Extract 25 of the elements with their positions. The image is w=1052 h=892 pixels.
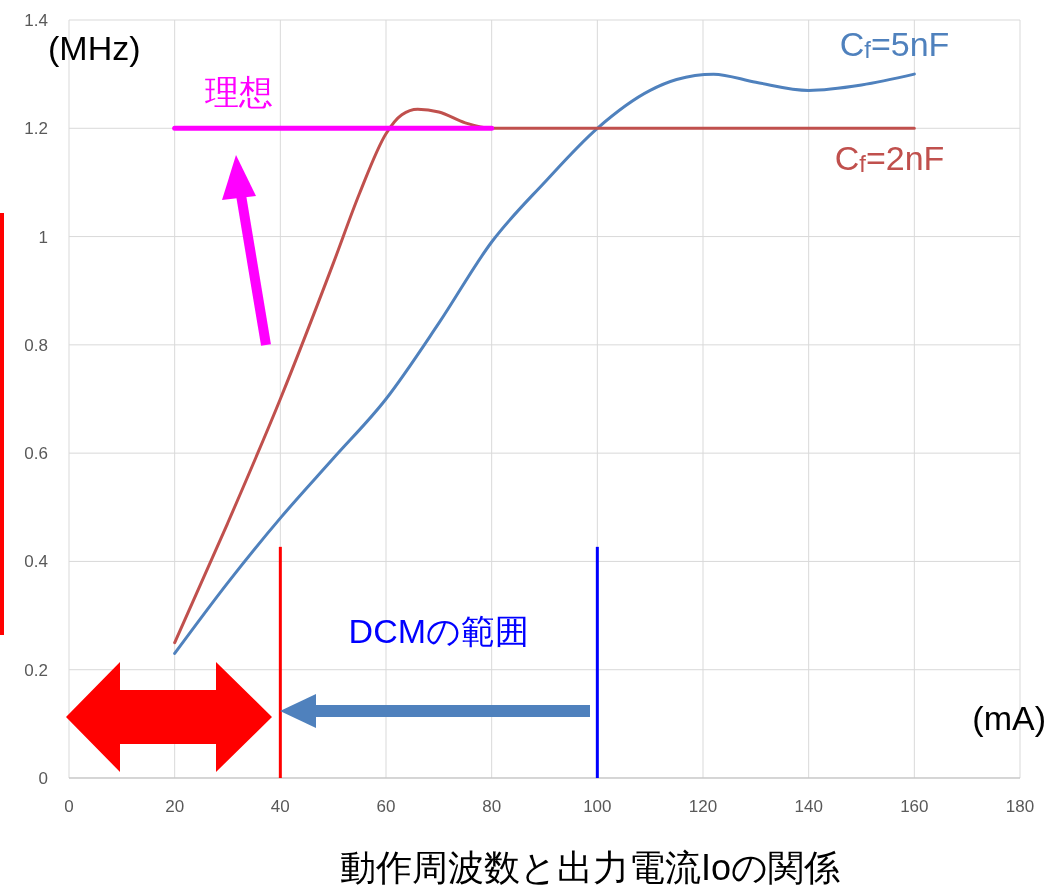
x-tick-label: 100 <box>583 797 612 816</box>
x-tick-label: 40 <box>270 797 290 816</box>
x-tick-label: 60 <box>376 797 396 816</box>
annotation: DCMの範囲 <box>348 611 530 650</box>
x-tick-label: 120 <box>688 797 718 816</box>
x-tick-label: 20 <box>165 797 185 816</box>
x-tick-label: 80 <box>482 797 502 816</box>
y-tick-label: 0.8 <box>24 335 48 355</box>
y-tick-label: 1.4 <box>24 10 48 30</box>
x-tick-label: 140 <box>794 797 823 816</box>
x-tick-label: 0 <box>64 797 74 816</box>
y-tick-label: 0 <box>38 768 48 788</box>
y-tick-label: 0.2 <box>24 660 48 680</box>
x-tick-label: 180 <box>1005 797 1035 816</box>
y-tick-label: 1.2 <box>24 119 48 139</box>
y-tick-label: 1 <box>38 227 48 247</box>
series-label: C$_{f}$=5nF <box>839 25 950 64</box>
series-label: 理想 <box>204 73 273 112</box>
text: 動作周波数と出力電流Ioの関係 <box>339 847 841 888</box>
x-tick-label: 160 <box>900 797 929 816</box>
y-axis-title: (MHz) <box>48 29 141 67</box>
y-tick-label: 0.6 <box>24 444 48 464</box>
series-label: C$_{f}$=2nF <box>834 139 945 178</box>
y-tick-label: 0.4 <box>24 552 48 572</box>
x-axis-title: (mA) <box>972 699 1046 737</box>
